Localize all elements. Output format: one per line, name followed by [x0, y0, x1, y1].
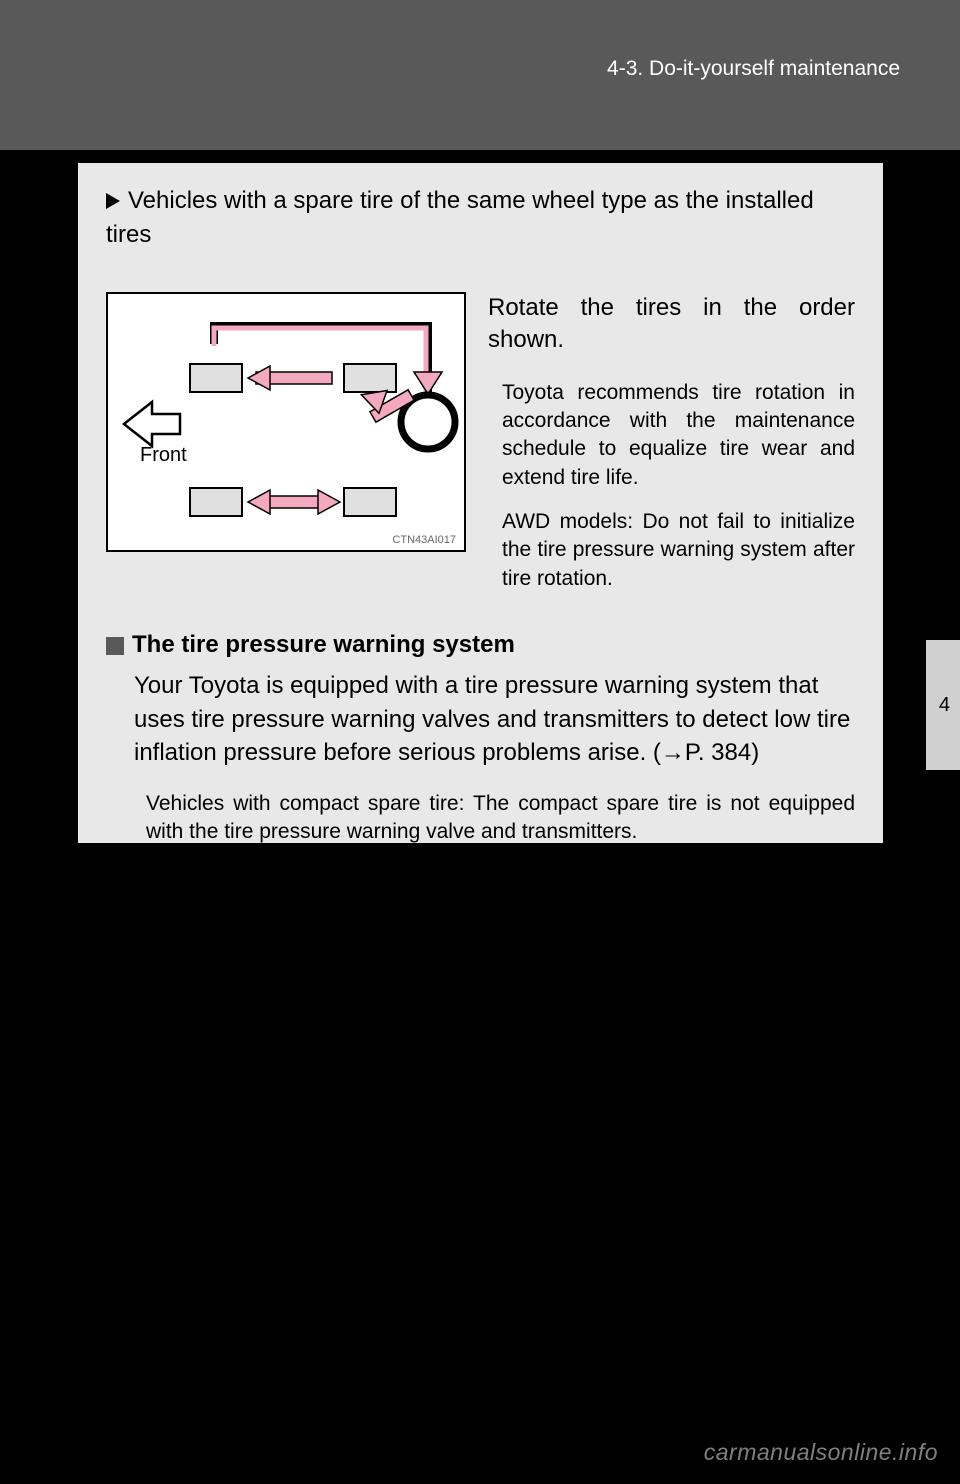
tpws-body: Your Toyota is equipped with a tire pres… — [134, 669, 855, 770]
compact-spare-note: Vehicles with compact spare tire: The co… — [146, 790, 855, 847]
subsection-title-text: Vehicles with a spare tire of the same w… — [106, 187, 814, 248]
tpws-heading-row: The tire pressure warning system — [106, 631, 855, 659]
diagram-code: CTN43AI017 — [392, 534, 456, 546]
side-tab-number: 4 — [939, 694, 950, 717]
two-column-layout: Front CTN43AI017 Rotate the tires in the… — [106, 292, 855, 609]
watermark: carmanualsonline.info — [704, 1439, 938, 1466]
tpws-heading: The tire pressure warning system — [132, 631, 515, 658]
subsection-title: Vehicles with a spare tire of the same w… — [106, 183, 855, 252]
front-label: Front — [140, 444, 187, 467]
awd-note: AWD models: Do not fail to initialize th… — [488, 508, 855, 593]
square-bullet-icon — [106, 637, 124, 655]
recommendation-text: Toyota recommends tire rotation in accor… — [488, 379, 855, 492]
right-column: Rotate the tires in the order shown. Toy… — [488, 292, 855, 609]
diagram-svg — [108, 294, 468, 554]
section-header: 4-3. Do-it-yourself maintenance — [607, 57, 900, 81]
triangle-bullet-icon — [106, 193, 120, 209]
tire-rotation-diagram: Front CTN43AI017 — [106, 292, 466, 552]
content-box: Vehicles with a spare tire of the same w… — [78, 163, 883, 843]
rotate-instruction: Rotate the tires in the order shown. — [488, 292, 855, 357]
